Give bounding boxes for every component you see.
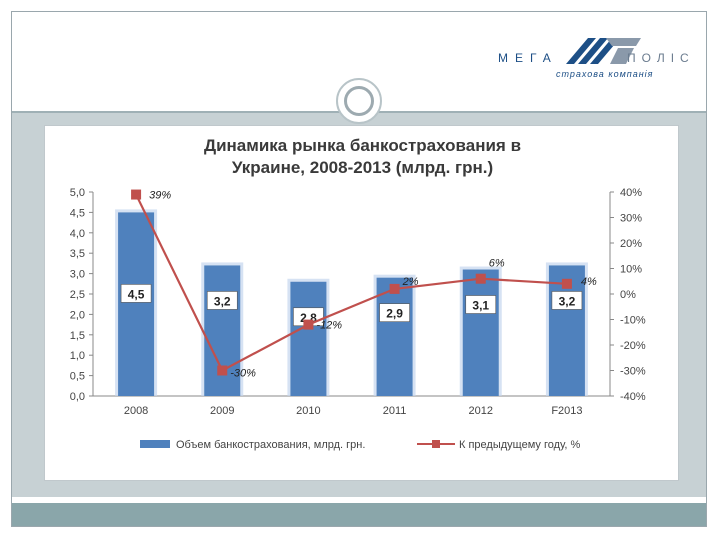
logo-text-left: МЕГА [498, 51, 558, 65]
growth-value-label: 4% [581, 276, 597, 288]
growth-marker [561, 278, 572, 289]
bar-value-label-box [551, 291, 583, 310]
x-axis-tick-label: F2013 [551, 405, 582, 417]
growth-value-label: -30% [230, 368, 256, 380]
x-axis-tick-label: 2011 [383, 405, 407, 417]
growth-value-label: 2% [402, 276, 419, 288]
logo-text-right: ПОЛІС [627, 51, 695, 65]
right-axis-tick-label: -20% [620, 340, 646, 352]
growth-marker [217, 365, 228, 376]
left-axis-tick-label: 0,5 [70, 371, 85, 383]
left-axis-tick-label: 4,5 [70, 207, 85, 219]
bar [290, 281, 327, 396]
left-axis-tick-label: 0,0 [70, 391, 85, 403]
left-axis-tick-label: 1,0 [70, 350, 85, 362]
chart-panel: Динамика рынка банкострахования в Украин… [44, 125, 679, 481]
growth-marker [475, 273, 486, 284]
logo-mark-icon [566, 38, 641, 64]
left-axis-tick-label: 3,0 [70, 269, 85, 281]
footer-band [12, 503, 706, 526]
right-axis-tick-label: 40% [620, 187, 642, 199]
right-axis-tick-label: -10% [620, 315, 646, 327]
chart-title-line2: Украине, 2008-2013 (млрд. грн.) [231, 158, 494, 177]
bar-value-label-box [206, 291, 238, 310]
bar-value-label-box [379, 303, 410, 322]
bar-value-label: 2,9 [386, 307, 403, 321]
bar-value-label: 3,2 [214, 294, 231, 308]
bar-value-label: 3,2 [559, 294, 576, 308]
legend-bar-swatch [140, 440, 170, 448]
chart-title-line1: Динамика рынка банкострахования в [203, 136, 522, 155]
growth-marker [389, 283, 400, 294]
bar-value-label: 4,5 [128, 287, 145, 301]
legend-line-label: К предыдущему году, % [459, 439, 581, 451]
growth-line [135, 194, 567, 373]
right-axis-tick-label: 0% [620, 289, 636, 301]
x-axis-tick-label: 2008 [124, 405, 148, 417]
left-axis-tick-label: 4,0 [70, 228, 85, 240]
left-axis-tick-label: 2,0 [70, 309, 85, 321]
ring-ornament-icon [336, 78, 382, 124]
bar-value-label: 3,1 [472, 299, 489, 313]
growth-marker [303, 319, 314, 330]
bar [376, 277, 413, 396]
right-axis-tick-label: 10% [620, 264, 642, 276]
right-axis-tick-label: 20% [620, 238, 642, 250]
left-axis-tick-label: 1,5 [70, 330, 85, 342]
legend-bar-label: Объем банкострахования, млрд. грн. [176, 439, 365, 451]
x-axis-tick-label: 2010 [296, 405, 320, 417]
x-axis-tick-label: 2012 [469, 405, 493, 417]
bar [462, 269, 499, 396]
chart-plot: 0,0 0,5 1,0 1,5 2,0 2,5 3,0 3,5 4,0 4,5 5,0 -40% -30… [70, 187, 646, 451]
right-axis-tick-label: -30% [620, 366, 646, 378]
growth-value-label: -12% [316, 320, 342, 332]
logo-subtitle: страхова компанія [556, 69, 654, 79]
right-axis-tick-label: 30% [620, 213, 642, 225]
left-axis-tick-label: 5,0 [70, 187, 85, 199]
bar-value-label-box [120, 284, 152, 303]
bar [118, 212, 155, 396]
bar-value-label-box [465, 295, 497, 314]
right-axis-tick-label: -40% [620, 391, 646, 403]
growth-value-label: 39% [149, 190, 171, 202]
x-axis-tick-label: 2009 [210, 405, 234, 417]
growth-value-label: 6% [489, 258, 505, 270]
growth-marker [131, 189, 142, 200]
company-logo: МЕГА ПОЛІС страхова компанія [492, 36, 689, 86]
left-axis-tick-label: 3,5 [70, 248, 85, 260]
left-axis-tick-label: 2,5 [70, 289, 85, 301]
legend-line-marker [432, 440, 440, 448]
